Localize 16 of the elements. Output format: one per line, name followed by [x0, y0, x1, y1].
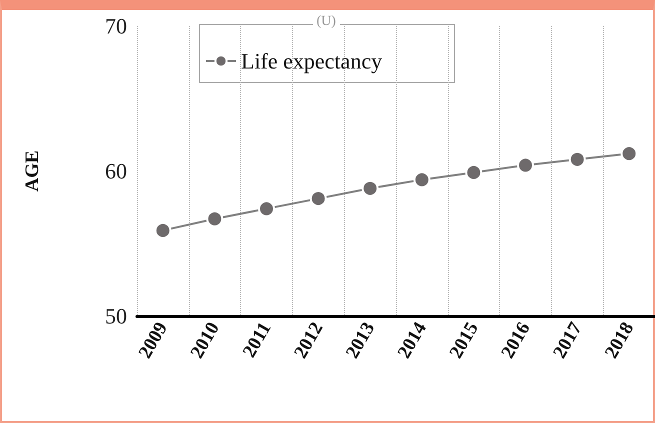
- point: [206, 210, 224, 228]
- y-tick-label: 60: [105, 158, 127, 184]
- point: [465, 164, 482, 181]
- legend-label: Life expectancy: [241, 48, 382, 74]
- y-tick-label: 70: [105, 14, 127, 38]
- point: [517, 156, 534, 174]
- point: [568, 150, 586, 168]
- point: [413, 171, 430, 188]
- point: [258, 200, 275, 218]
- point: [362, 180, 379, 197]
- y-axis-title: AGE: [22, 150, 43, 192]
- point: [620, 145, 638, 162]
- legend-title: (U): [312, 14, 340, 30]
- point: [310, 190, 327, 208]
- y-tick-label: 50: [105, 304, 127, 328]
- point: [154, 222, 172, 239]
